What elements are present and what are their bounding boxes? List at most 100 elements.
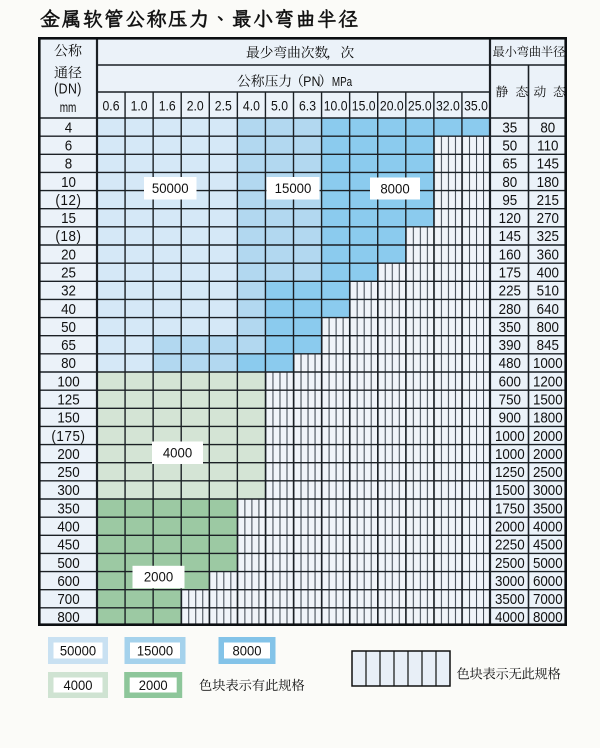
svg-text:450: 450 [57,537,79,554]
svg-text:1000: 1000 [495,446,525,463]
svg-text:2500: 2500 [495,555,525,572]
svg-text:2000: 2000 [495,519,525,536]
svg-text:25.0: 25.0 [408,98,432,114]
svg-text:20.0: 20.0 [380,98,404,114]
svg-text:15: 15 [61,210,76,227]
svg-text:145: 145 [537,156,559,173]
svg-text:1000: 1000 [533,355,563,372]
svg-text:125: 125 [57,392,79,409]
svg-text:15000: 15000 [137,643,173,659]
svg-text:6000: 6000 [533,573,563,590]
svg-text:1800: 1800 [533,410,563,427]
svg-text:50000: 50000 [60,643,96,659]
svg-text:25: 25 [61,265,76,282]
svg-text:(12): (12) [55,192,81,209]
svg-text:1750: 1750 [495,501,525,518]
svg-text:845: 845 [537,337,559,354]
svg-text:1250: 1250 [495,464,525,481]
svg-text:4500: 4500 [533,537,563,554]
svg-text:80: 80 [540,120,555,137]
svg-text:300: 300 [57,482,79,499]
svg-text:3500: 3500 [495,591,525,608]
svg-text:360: 360 [537,247,559,264]
svg-text:900: 900 [499,410,521,427]
svg-text:8000: 8000 [233,643,262,659]
svg-text:3000: 3000 [533,482,563,499]
svg-text:1500: 1500 [495,482,525,499]
svg-text:1.0: 1.0 [131,98,148,114]
svg-text:8: 8 [65,156,72,173]
svg-text:8000: 8000 [533,609,563,626]
svg-text:100: 100 [57,374,79,391]
svg-text:390: 390 [499,337,521,354]
svg-text:160: 160 [499,247,521,264]
svg-text:510: 510 [537,283,559,300]
svg-text:65: 65 [502,156,517,173]
svg-text:270: 270 [537,210,559,227]
svg-text:PN: PN [303,73,320,89]
svg-text:4000: 4000 [495,609,525,626]
svg-text:10.0: 10.0 [324,98,348,114]
svg-text:35.0: 35.0 [464,98,488,114]
svg-text:145: 145 [499,228,521,245]
svg-text:2000: 2000 [533,428,563,445]
svg-text:350: 350 [499,319,521,336]
svg-text:500: 500 [57,555,79,572]
svg-text:200: 200 [57,446,79,463]
svg-text:2500: 2500 [533,464,563,481]
svg-text:2250: 2250 [495,537,525,554]
svg-text:3500: 3500 [533,501,563,518]
svg-text:1.6: 1.6 [159,98,176,114]
svg-text:800: 800 [57,609,79,626]
svg-text:280: 280 [499,301,521,318]
svg-text:3000: 3000 [495,573,525,590]
svg-text:480: 480 [499,355,521,372]
svg-text:35: 35 [502,120,517,137]
svg-text:6.3: 6.3 [299,98,316,114]
svg-text:2000: 2000 [533,446,563,463]
svg-text:50: 50 [502,138,517,155]
svg-text:175: 175 [499,265,521,282]
svg-text:8000: 8000 [380,181,410,197]
svg-text:50: 50 [61,319,76,336]
svg-text:6: 6 [65,138,72,155]
svg-text:15000: 15000 [275,180,312,196]
svg-text:1000: 1000 [495,428,525,445]
svg-text:350: 350 [57,501,79,518]
svg-text:32: 32 [61,283,76,300]
svg-text:400: 400 [537,265,559,282]
svg-text:10: 10 [61,174,76,191]
svg-text:250: 250 [57,464,79,481]
svg-text:5000: 5000 [533,555,563,572]
svg-text:215: 215 [537,192,559,209]
svg-text:7000: 7000 [533,591,563,608]
svg-text:0.6: 0.6 [103,98,120,114]
svg-text:50000: 50000 [152,180,189,196]
svg-text:4.0: 4.0 [243,98,260,114]
svg-text:80: 80 [502,174,517,191]
svg-text:150: 150 [57,410,79,427]
svg-text:2.5: 2.5 [215,98,232,114]
svg-text:1200: 1200 [533,374,563,391]
svg-text:15.0: 15.0 [352,98,376,114]
svg-text:(DN): (DN) [54,81,82,97]
svg-text:(18): (18) [55,228,81,245]
svg-text:225: 225 [499,283,521,300]
svg-text:750: 750 [499,392,521,409]
svg-text:180: 180 [537,174,559,191]
svg-text:4: 4 [65,120,72,137]
svg-text:5.0: 5.0 [271,98,288,114]
svg-text:120: 120 [499,210,521,227]
svg-text:40: 40 [61,301,76,318]
svg-text:1500: 1500 [533,392,563,409]
svg-text:80: 80 [61,355,76,372]
svg-text:110: 110 [537,138,558,155]
svg-text:600: 600 [57,573,79,590]
svg-text:4000: 4000 [533,519,563,536]
svg-text:20: 20 [61,247,76,264]
svg-text:95: 95 [502,192,517,209]
svg-text:2000: 2000 [144,569,174,585]
svg-text:65: 65 [61,337,76,354]
svg-text:640: 640 [537,301,559,318]
svg-text:4000: 4000 [64,677,93,693]
